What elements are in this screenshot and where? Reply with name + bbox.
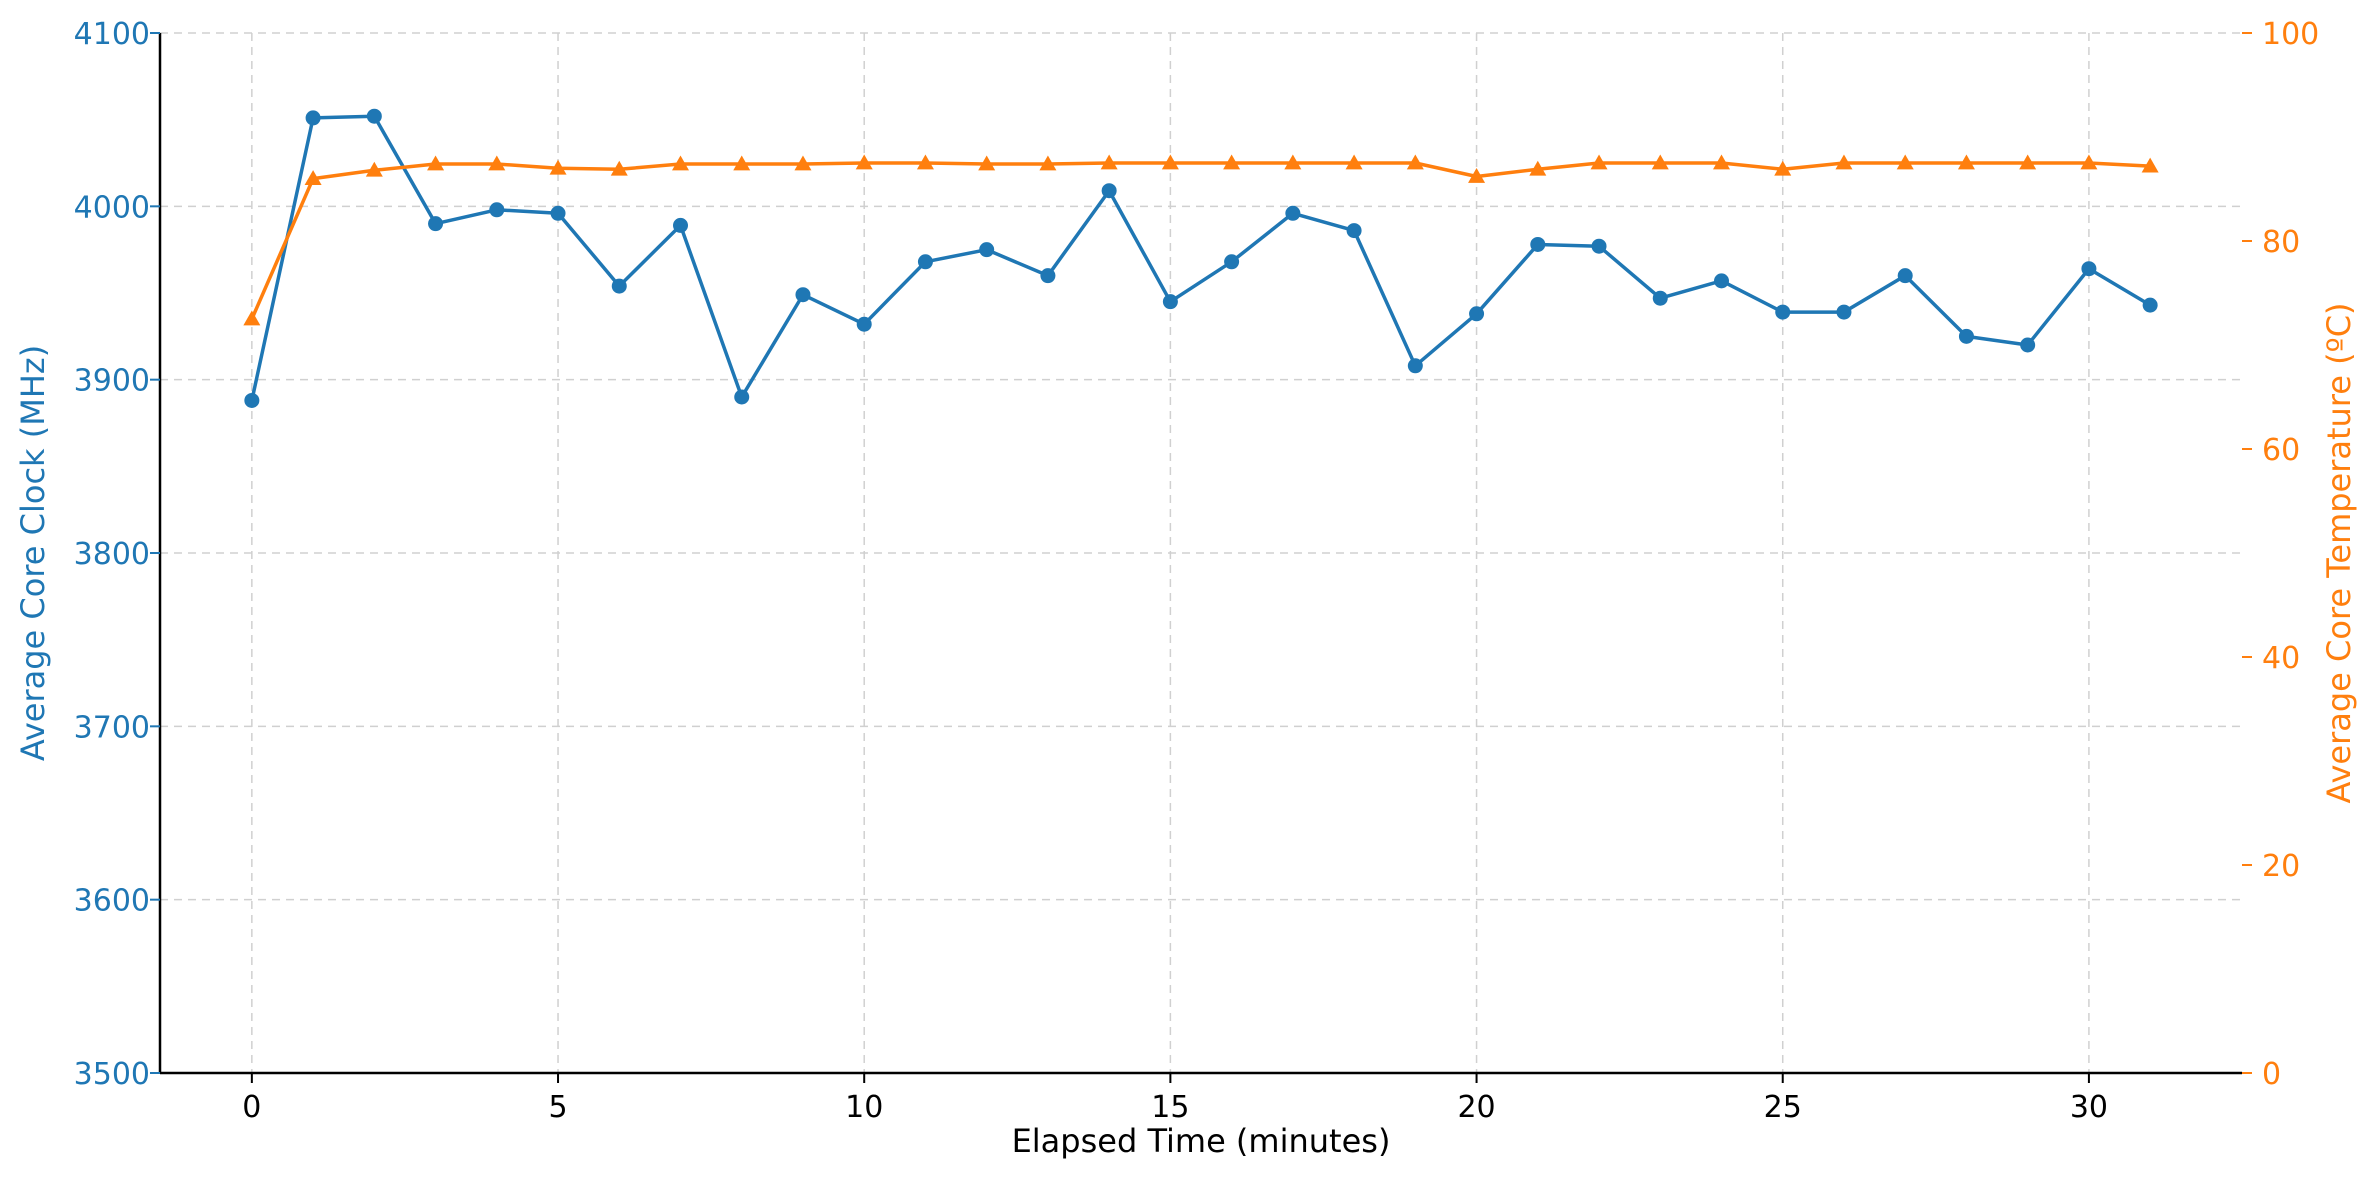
data-point-left <box>550 205 566 221</box>
data-point-left <box>1040 268 1056 284</box>
data-point-right <box>1529 160 1547 176</box>
data-point-left <box>366 108 382 124</box>
data-point-left <box>1591 238 1607 254</box>
data-point-left <box>1714 273 1729 289</box>
data-point-left <box>2081 261 2097 277</box>
data-point-left <box>1958 328 1974 344</box>
data-point-right <box>855 154 873 170</box>
tick-layer: 0 5 10 15 20 25 30 3500 3600 3700 3800 3900 4000 4100… <box>74 17 2320 1125</box>
data-point-left <box>1530 236 1546 252</box>
data-point-left <box>1836 304 1852 320</box>
data-point-right <box>2141 157 2159 173</box>
x-tick-label: 0 <box>242 1090 261 1125</box>
y-axis-right-label: Average Core Temperature (ºC) <box>2320 302 2358 803</box>
data-point-right <box>2080 154 2098 170</box>
data-point-left <box>1469 306 1485 322</box>
y-right-tick-label: 60 <box>2262 433 2300 468</box>
data-point-left <box>1897 268 1913 284</box>
series-layer <box>243 108 2159 408</box>
y-left-tick-label: 4000 <box>74 190 150 225</box>
series-right <box>243 154 2159 326</box>
data-point-left <box>1285 205 1301 221</box>
data-point-left <box>734 389 750 405</box>
data-point-right <box>1100 154 1118 170</box>
x-tick-label: 25 <box>1764 1090 1802 1125</box>
data-point-right <box>1039 155 1057 171</box>
x-tick-label: 5 <box>548 1090 567 1125</box>
series-line-left <box>250 114 2152 401</box>
data-point-left <box>1162 294 1178 310</box>
data-point-left <box>1346 223 1362 239</box>
data-point-right <box>243 310 261 326</box>
y-right-tick-label: 80 <box>2262 225 2300 260</box>
data-point-left <box>244 392 260 408</box>
data-point-right <box>2019 154 2037 170</box>
data-point-right <box>1223 154 1241 170</box>
data-point-left <box>1101 183 1117 199</box>
series-left <box>244 108 2158 408</box>
x-tick-label: 15 <box>1151 1090 1189 1125</box>
y-left-tick-label: 3900 <box>74 364 150 399</box>
data-point-left <box>1652 290 1668 306</box>
data-point-right <box>488 155 506 171</box>
series-line-right <box>250 161 2151 320</box>
y-left-tick-label: 3700 <box>74 710 150 745</box>
data-point-left <box>305 110 321 126</box>
data-point-left <box>2020 337 2036 353</box>
data-point-left <box>917 254 933 270</box>
data-point-right <box>1468 168 1486 183</box>
data-point-right <box>1406 154 1424 170</box>
data-point-right <box>610 160 628 176</box>
y-axis-left-label: Average Core Clock (MHz) <box>14 345 52 761</box>
data-point-right <box>1345 154 1363 170</box>
data-point-right <box>916 154 934 170</box>
data-point-left <box>1224 254 1240 270</box>
data-point-left <box>979 242 995 258</box>
data-point-right <box>672 155 689 171</box>
data-point-right <box>304 170 322 185</box>
x-tick-label: 20 <box>1457 1090 1495 1125</box>
data-point-right <box>1957 154 1975 170</box>
data-point-right <box>1284 154 1302 170</box>
y-left-tick-label: 3500 <box>74 1057 150 1092</box>
data-point-left <box>1407 358 1423 374</box>
data-point-left <box>428 216 444 232</box>
data-point-right <box>1896 154 1914 170</box>
data-point-left <box>673 217 688 233</box>
data-point-right <box>794 155 812 171</box>
x-tick-label: 30 <box>2070 1090 2108 1125</box>
data-point-right <box>733 155 751 171</box>
y-left-tick-label: 4100 <box>74 17 150 52</box>
data-point-left <box>611 278 627 294</box>
data-point-left <box>2142 297 2158 313</box>
y-left-tick-label: 3800 <box>74 537 150 572</box>
x-tick-label: 10 <box>845 1090 883 1125</box>
data-point-right <box>1651 154 1669 170</box>
data-point-left <box>795 287 811 303</box>
data-point-right <box>365 161 383 177</box>
y-right-tick-label: 40 <box>2262 641 2300 676</box>
data-point-right <box>1161 154 1179 170</box>
data-point-left <box>1775 304 1791 320</box>
x-axis-label: Elapsed Time (minutes) <box>1012 1122 1391 1160</box>
grid-layer <box>160 32 2242 1074</box>
data-point-right <box>427 155 445 171</box>
data-point-right <box>1713 154 1730 170</box>
data-point-left <box>856 316 872 332</box>
data-point-right <box>1590 154 1608 170</box>
data-point-right <box>1835 154 1853 170</box>
y-left-tick-label: 3600 <box>74 884 150 919</box>
data-point-right <box>549 159 567 175</box>
data-point-left <box>489 202 505 218</box>
y-right-tick-label: 20 <box>2262 849 2300 884</box>
y-right-tick-label: 100 <box>2262 17 2319 52</box>
data-point-right <box>1774 160 1792 176</box>
y-right-tick-label: 0 <box>2262 1057 2281 1092</box>
data-point-right <box>978 155 996 171</box>
